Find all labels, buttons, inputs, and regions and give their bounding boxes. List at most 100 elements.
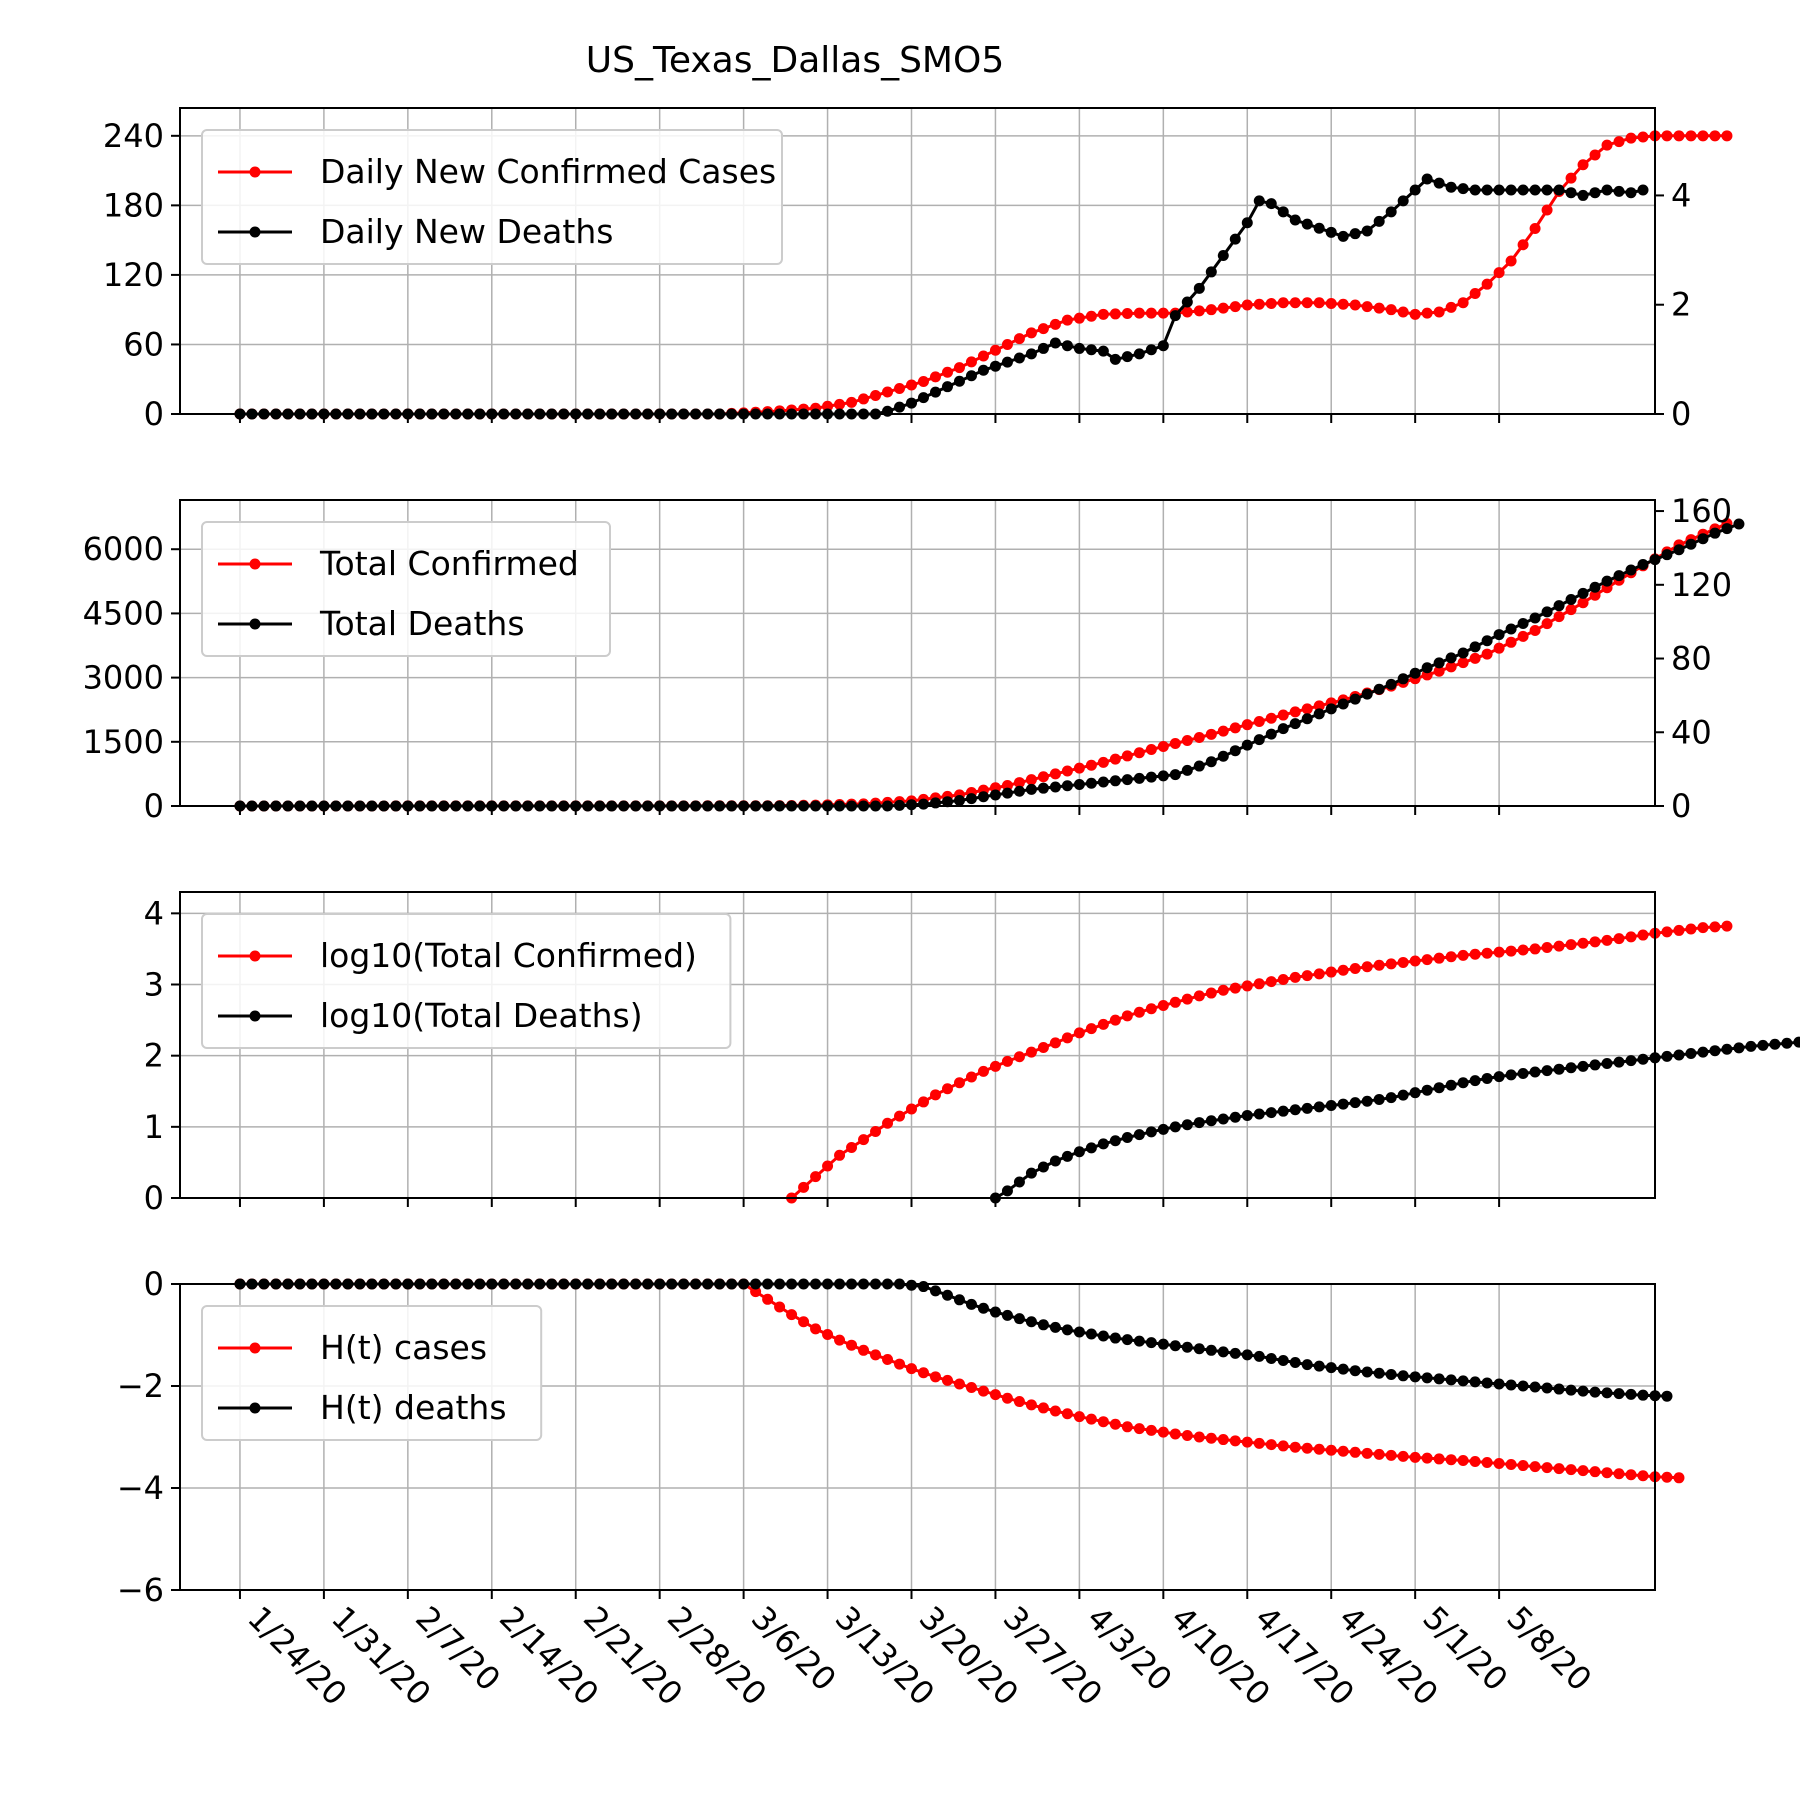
data-point (906, 799, 918, 811)
data-point (1385, 206, 1397, 218)
data-point (1421, 954, 1433, 966)
data-point (1433, 952, 1445, 964)
data-point (1265, 1107, 1277, 1119)
y2-tick-label: 40 (1671, 713, 1712, 751)
data-point (1457, 1454, 1469, 1466)
y2-tick-label: 0 (1671, 395, 1691, 433)
data-point (882, 405, 894, 417)
legend: log10(Total Confirmed) log10(Total Deaths… (201, 913, 732, 1049)
data-point (1109, 308, 1121, 320)
data-point (1277, 206, 1289, 218)
data-point (1181, 993, 1193, 1005)
data-point (1517, 944, 1529, 956)
data-point (989, 1306, 1001, 1318)
data-point (1217, 725, 1229, 737)
data-point (1529, 612, 1541, 624)
data-point (1517, 184, 1529, 196)
data-point (1373, 302, 1385, 314)
data-point (917, 798, 929, 810)
data-point (953, 1294, 965, 1306)
data-point (1013, 1051, 1025, 1063)
data-point (1169, 738, 1181, 750)
data-point (1301, 703, 1313, 715)
data-point (1265, 712, 1277, 724)
axes-frame (179, 499, 1656, 807)
y-tick-label: 2 (144, 1037, 164, 1075)
data-point (917, 392, 929, 404)
data-point (1661, 1471, 1673, 1483)
data-point (1241, 1109, 1253, 1121)
data-point (1589, 1059, 1601, 1071)
data-point (1265, 976, 1277, 988)
data-point (1061, 1408, 1073, 1420)
data-point (1133, 307, 1145, 319)
data-point (1313, 708, 1325, 720)
data-point (1625, 1388, 1637, 1400)
data-point (977, 791, 989, 803)
data-point (1277, 709, 1289, 721)
data-point (1517, 239, 1529, 251)
data-point (750, 1286, 762, 1298)
data-point (1181, 296, 1193, 308)
data-point (1145, 1424, 1157, 1436)
data-point (1025, 774, 1037, 786)
data-point (1553, 1063, 1565, 1075)
data-point (1169, 310, 1181, 322)
data-point (1049, 337, 1061, 349)
data-point (1073, 1326, 1085, 1338)
data-point (1325, 226, 1337, 238)
data-point (1481, 184, 1493, 196)
data-point (1577, 159, 1589, 171)
data-point (822, 400, 834, 412)
data-point (1433, 1453, 1445, 1465)
data-point (1445, 1374, 1457, 1386)
data-point (1157, 1123, 1169, 1135)
data-point (1577, 1465, 1589, 1477)
data-point (1253, 1108, 1265, 1120)
y2-tick-label: 4 (1671, 176, 1691, 214)
data-point (1085, 759, 1097, 771)
data-point (977, 1302, 989, 1314)
data-point (1529, 943, 1541, 955)
axes-frame (179, 1283, 1656, 1591)
data-point (1745, 1040, 1757, 1052)
data-point (858, 1344, 870, 1356)
data-point (1517, 1460, 1529, 1472)
series-line-deaths (994, 1040, 1800, 1200)
y-tick-label: 240 (103, 117, 164, 155)
data-point (1613, 1056, 1625, 1068)
data-point (1289, 1441, 1301, 1453)
data-point (1565, 1062, 1577, 1074)
data-point (1241, 739, 1253, 751)
data-point (1001, 1185, 1013, 1197)
data-point (1373, 215, 1385, 227)
data-point (1265, 298, 1277, 309)
data-point (1457, 1077, 1469, 1089)
data-point (1241, 1436, 1253, 1448)
data-point (1589, 936, 1601, 948)
data-point (1409, 184, 1421, 196)
data-point (989, 1060, 1001, 1072)
data-point (1577, 587, 1589, 599)
data-point (1541, 204, 1553, 216)
legend: H(t) cases H(t) deaths (201, 1305, 543, 1441)
data-point (1577, 1060, 1589, 1072)
y-tick-label: 120 (103, 256, 164, 294)
data-point (1601, 934, 1613, 946)
data-point (762, 1293, 774, 1305)
data-point (1133, 772, 1145, 784)
data-point (1241, 719, 1253, 731)
data-point (1061, 1150, 1073, 1162)
data-point (1301, 1102, 1313, 1114)
data-point (1049, 318, 1061, 330)
data-point (1133, 1423, 1145, 1435)
data-point (1121, 750, 1133, 762)
data-point (1361, 301, 1373, 313)
legend-label: log10(Total Deaths) (320, 996, 643, 1035)
data-point (1469, 287, 1481, 299)
data-point (1253, 734, 1265, 746)
data-point (917, 376, 929, 388)
data-point (1373, 1093, 1385, 1105)
data-point (1193, 1343, 1205, 1355)
data-point (1313, 968, 1325, 980)
